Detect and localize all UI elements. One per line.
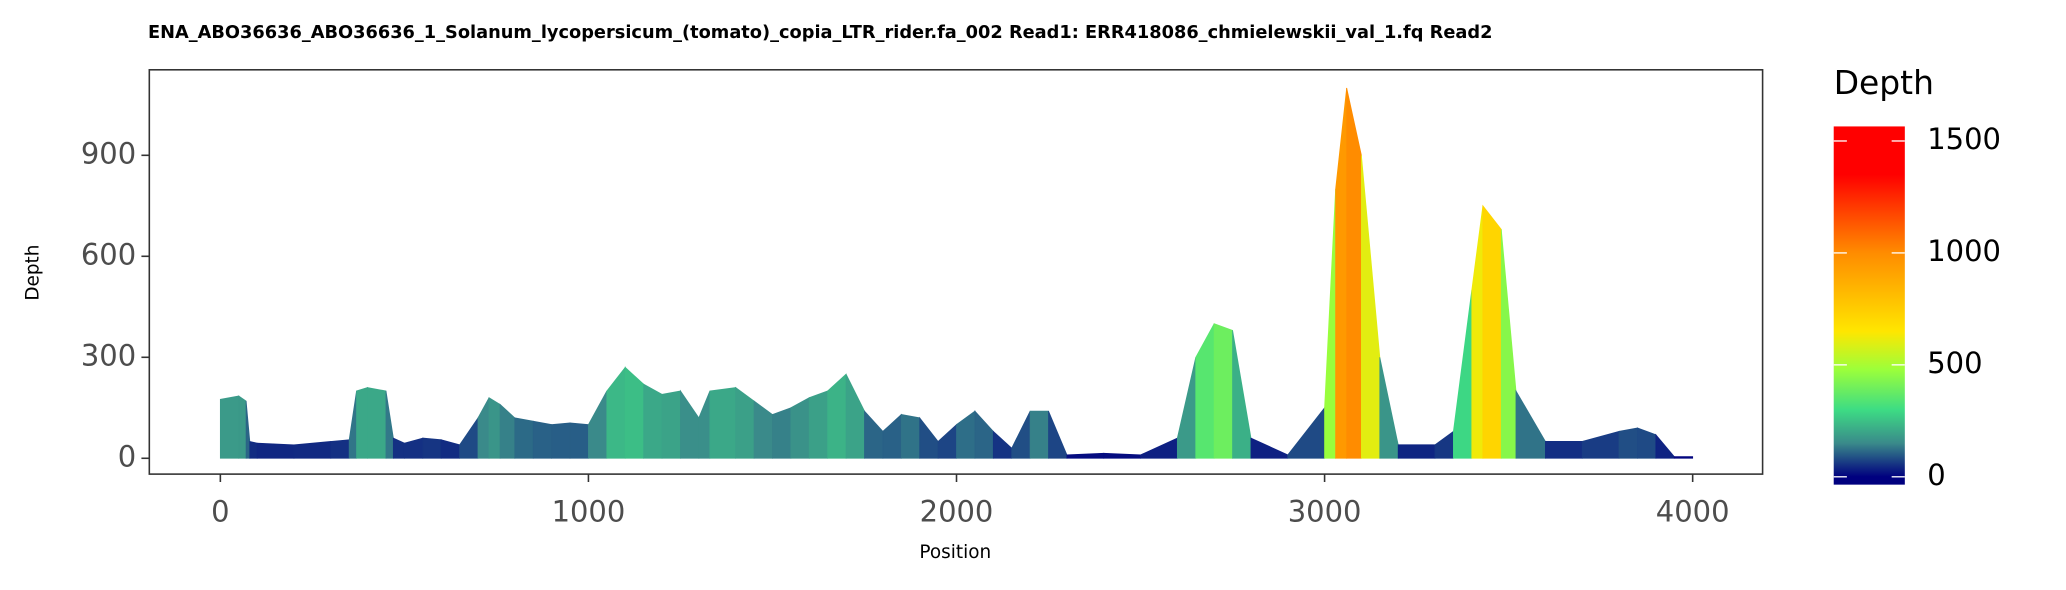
- depth-area-slice: [330, 439, 350, 459]
- depth-area-slice: [1618, 427, 1638, 459]
- depth-area-slice: [709, 387, 737, 459]
- depth-area-slice: [532, 420, 553, 459]
- depth-area-slice: [256, 442, 295, 459]
- y-tick-label: 600: [81, 237, 136, 271]
- colorbar-tick-label: 500: [1927, 346, 1982, 380]
- x-tick-label: 1000: [552, 495, 626, 529]
- depth-area-slice: [1029, 410, 1049, 459]
- depth-area-slice: [238, 395, 247, 459]
- depth-area-slice: [661, 390, 681, 459]
- depth-area-slice: [900, 414, 921, 459]
- x-axis-label: Position: [919, 542, 991, 563]
- depth-area-slice: [643, 383, 663, 459]
- depth-area-slice: [514, 417, 534, 459]
- depth-area-slice: [569, 422, 589, 459]
- legend-title: Depth: [1834, 63, 1934, 102]
- depth-area-slice: [772, 407, 792, 459]
- depth-area-slice: [790, 397, 810, 459]
- y-tick-label: 300: [81, 338, 136, 372]
- x-tick-label: 3000: [1288, 495, 1362, 529]
- y-axis-label: Depth: [22, 245, 43, 301]
- colorbar-tick-label: 0: [1927, 458, 1945, 492]
- depth-area-slice: [422, 437, 442, 459]
- colorbar-tick-label: 1500: [1927, 122, 2001, 156]
- y-tick-label: 0: [118, 439, 136, 473]
- depth-area-slice: [488, 396, 501, 459]
- depth-area-slice: [249, 440, 258, 459]
- x-tick-label: 0: [211, 495, 229, 529]
- depth-area-slice: [1482, 204, 1502, 459]
- plot-border: [148, 69, 1764, 475]
- depth-area-slice: [219, 395, 240, 459]
- y-tick-label: 900: [81, 136, 136, 170]
- depth-area-slice: [1346, 87, 1362, 459]
- colorbar: [1833, 126, 1905, 485]
- depth-area-slice: [356, 387, 368, 459]
- depth-area-slice: [1213, 323, 1233, 459]
- colorbar-tick-label: 1000: [1927, 234, 2001, 268]
- depth-area-slice: [1397, 444, 1436, 459]
- x-tick-label: 4000: [1656, 495, 1730, 529]
- depth-area-slice: [367, 387, 387, 459]
- x-tick-label: 2000: [920, 495, 994, 529]
- depth-area-slice: [551, 422, 571, 459]
- depth-area-slice: [808, 390, 829, 459]
- depth-area-slice: [293, 441, 332, 459]
- chart-title: ENA_ABO36636_ABO36636_1_Solanum_lycopers…: [148, 23, 1492, 43]
- depth-area-slice: [1673, 456, 1694, 459]
- depth-area-slice: [1545, 441, 1583, 459]
